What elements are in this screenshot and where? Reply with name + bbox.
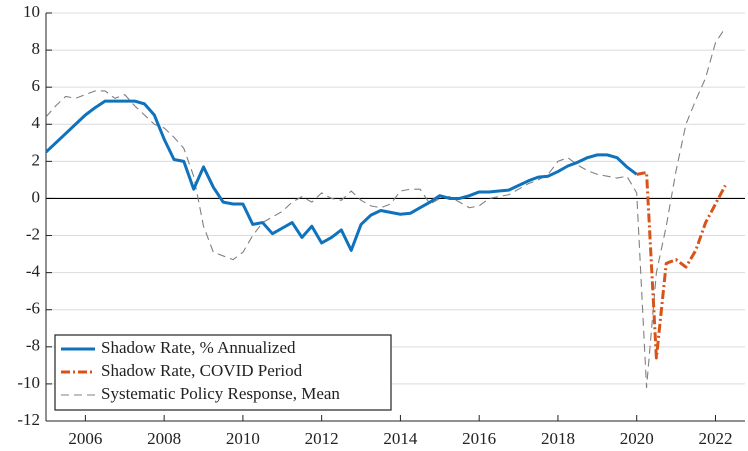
series-line [636, 170, 727, 360]
x-tick-label: 2016 [462, 429, 496, 448]
x-tick-label: 2012 [305, 429, 339, 448]
x-tick-label: 2020 [620, 429, 654, 448]
x-tick-label: 2014 [383, 429, 418, 448]
legend-box [54, 334, 392, 411]
x-tick-label: 2022 [698, 429, 732, 448]
series-line [45, 27, 726, 389]
y-tick-label: -8 [26, 336, 40, 355]
series-line [44, 99, 638, 252]
x-tick-label: 2018 [541, 429, 575, 448]
x-tick-label: 2008 [147, 429, 181, 448]
legend-label: Shadow Rate, % Annualized [101, 338, 296, 357]
y-tick-label: 6 [32, 76, 41, 95]
legend-label: Systematic Policy Response, Mean [101, 384, 340, 403]
y-tick-label: 8 [32, 39, 41, 58]
x-tick-label: 2010 [226, 429, 260, 448]
y-tick-label: 10 [23, 2, 40, 21]
y-tick-label: -12 [17, 410, 40, 429]
y-tick-label: 2 [32, 150, 41, 169]
y-tick-label: -2 [26, 224, 40, 243]
y-tick-label: -10 [17, 373, 40, 392]
x-tick-label: 2006 [68, 429, 102, 448]
y-tick-label: -6 [26, 299, 40, 318]
y-tick-label: 4 [32, 113, 41, 132]
legend-label: Shadow Rate, COVID Period [101, 361, 303, 380]
y-tick-label: -4 [26, 262, 41, 281]
y-tick-label: 0 [32, 187, 41, 206]
